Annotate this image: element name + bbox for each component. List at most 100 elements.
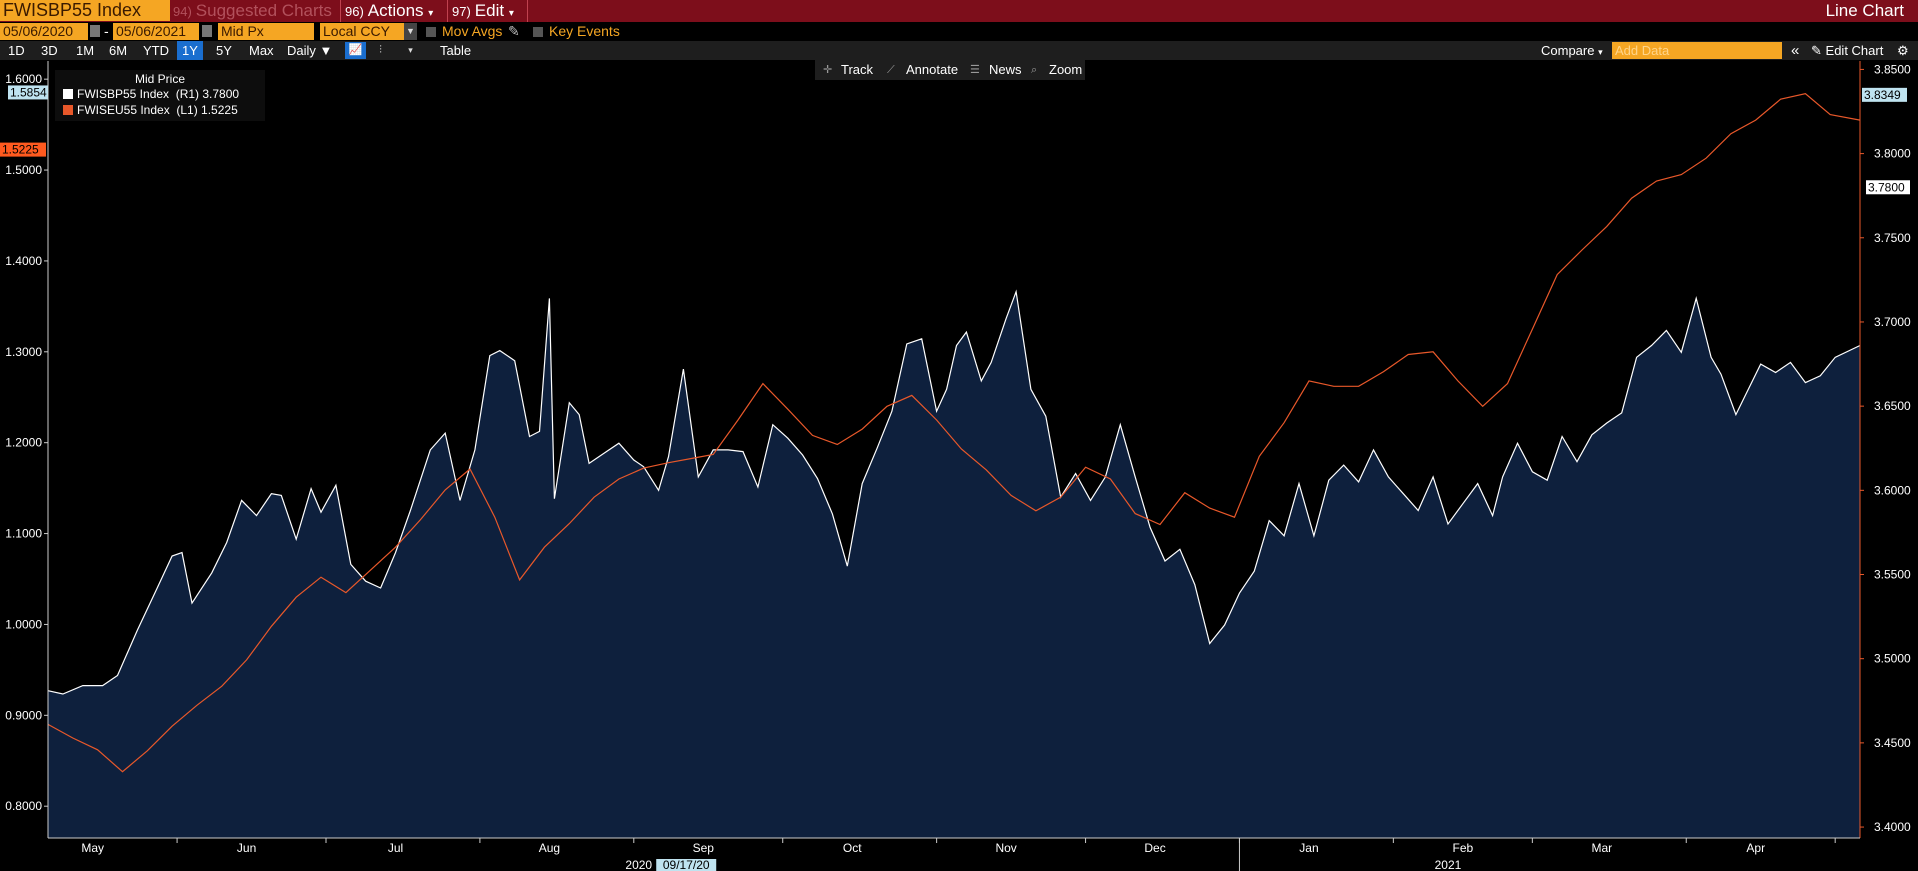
date-dash: - <box>104 23 109 39</box>
title-separator <box>527 0 528 22</box>
left-tick-label: 1.3000 <box>5 345 42 359</box>
chevron-down-icon: ▾ <box>508 8 514 19</box>
ticker-field[interactable]: FWISBP55 Index <box>0 0 170 21</box>
add-data-input[interactable]: Add Data <box>1612 42 1782 59</box>
month-label: Apr <box>1746 841 1765 855</box>
mov-avgs-label: Mov Avgs <box>442 23 503 39</box>
month-label: Jun <box>237 841 256 855</box>
range-ytd[interactable]: YTD <box>143 43 169 58</box>
news-icon: ☰ <box>970 64 980 76</box>
end-date-field[interactable]: 05/06/2021 <box>113 23 199 40</box>
currency-selector[interactable]: Local CCY <box>320 23 406 40</box>
range-6m[interactable]: 6M <box>109 43 128 58</box>
right-tick-label: 3.4000 <box>1874 820 1911 834</box>
fwisbp55-line[interactable] <box>47 289 1861 695</box>
year-label-2020: 2020 <box>625 858 652 871</box>
legend-swatch <box>63 89 73 99</box>
frequency-label: Daily <box>287 43 316 58</box>
key-events-checkbox[interactable] <box>533 27 543 37</box>
track-tool[interactable]: Track <box>841 62 874 77</box>
left-tick-label: 1.4000 <box>5 254 42 268</box>
right-tick-label: 3.5000 <box>1874 652 1911 666</box>
legend-label: FWISBP55 Index (R1) 3.7800 <box>77 87 240 101</box>
range-1d[interactable]: 1D <box>8 43 25 58</box>
start-date-field[interactable]: 05/06/2020 <box>0 23 88 40</box>
bar-style-icon[interactable]: ⫶ <box>379 44 382 56</box>
chevron-down-icon: ▼ <box>319 43 333 58</box>
edit-chart-button[interactable]: ✎ Edit Chart <box>1811 41 1883 60</box>
title-separator <box>340 0 341 22</box>
annotate-icon: ⟋ <box>887 64 895 76</box>
legend-swatch <box>63 105 73 115</box>
field-selector[interactable]: Mid Px <box>218 23 314 40</box>
actions-menu[interactable]: 96) Actions ▾ <box>345 0 433 22</box>
legend-item-fwiseu55[interactable]: FWISEU55 Index (L1) 1.5225 <box>63 103 238 118</box>
line-layer <box>47 93 1861 773</box>
suggested-charts-label: Suggested Charts <box>195 1 332 20</box>
edit-menu[interactable]: 97) Edit ▾ <box>452 0 514 22</box>
right-tick-label: 3.6500 <box>1874 399 1911 413</box>
chevron-down-icon[interactable]: ▾ <box>408 45 413 55</box>
actions-number: 96) <box>345 4 364 19</box>
month-label: May <box>81 841 104 855</box>
range-1y[interactable]: 1Y <box>177 41 203 60</box>
news-tool[interactable]: News <box>989 62 1022 77</box>
edit-chart-label: Edit Chart <box>1825 43 1884 58</box>
month-label: Nov <box>995 841 1016 855</box>
collapse-icon[interactable]: « <box>1791 42 1800 59</box>
chevron-down-icon[interactable]: ▼ <box>404 23 417 40</box>
compare-label: Compare <box>1541 43 1595 58</box>
table-button[interactable]: Table <box>440 43 472 58</box>
chevron-down-icon: ▾ <box>428 8 434 19</box>
suggested-charts-number: 94) <box>173 4 192 19</box>
right-tick-label: 3.8500 <box>1874 62 1911 76</box>
right-tick-label: 3.5500 <box>1874 568 1911 582</box>
left-tick-label: 0.8000 <box>5 799 42 813</box>
crosshair-date-bg <box>656 859 717 871</box>
legend-item-fwisbp55[interactable]: FWISBP55 Index (R1) 3.7800 <box>63 87 239 102</box>
chart-tools: ✛ Track ⟋ Annotate ☰ News ⌕ Zoom <box>815 60 1085 80</box>
mov-avgs-checkbox[interactable] <box>426 27 436 37</box>
area-layer <box>48 291 1860 838</box>
title-bar: FWISBP55 Index 94) Suggested Charts 96) Ac… <box>0 0 1918 22</box>
zoom-icon: ⌕ <box>1031 64 1038 76</box>
range-max[interactable]: Max <box>249 43 274 58</box>
left-current-value-tag-bg <box>0 142 46 157</box>
range-row: 1D 3D 1M 6M YTD 1Y 5Y Max Daily ▼ 📈 ⫶ ▾ … <box>0 41 1918 60</box>
fwisbp55-area <box>48 291 1860 838</box>
right-tick-label: 3.8000 <box>1874 147 1911 161</box>
left-tick-label: 1.6000 <box>5 72 42 86</box>
fwiseu55-line[interactable] <box>47 93 1861 773</box>
right-top-value-tag-bg <box>1862 87 1907 102</box>
gear-icon[interactable]: ⚙ <box>1897 43 1909 58</box>
left-current-value-tag: 1.5225 <box>2 143 39 157</box>
left-tick-label: 1.0000 <box>5 617 42 631</box>
month-label: Sep <box>693 841 715 855</box>
right-current-value-tag: 3.7800 <box>1868 180 1905 194</box>
settings-row: 05/06/2020 - 05/06/2021 Mid Px Local CCY… <box>0 22 1918 41</box>
frequency-selector[interactable]: Daily ▼ <box>287 41 332 60</box>
month-label: Jan <box>1299 841 1318 855</box>
right-top-value-tag: 3.8349 <box>1864 88 1901 102</box>
left-tick-label: 0.9000 <box>5 708 42 722</box>
range-5y[interactable]: 5Y <box>216 43 232 58</box>
range-3d[interactable]: 3D <box>41 43 58 58</box>
zoom-tool[interactable]: Zoom <box>1049 62 1083 77</box>
suggested-charts-menu[interactable]: 94) Suggested Charts <box>173 0 332 22</box>
left-tick-label: 1.1000 <box>5 527 42 541</box>
calendar-icon[interactable] <box>202 25 212 37</box>
month-label: Feb <box>1453 841 1474 855</box>
calendar-icon[interactable] <box>90 25 100 37</box>
left-tick-label: 1.2000 <box>5 436 42 450</box>
line-chart-icon[interactable]: 📈 <box>345 42 366 59</box>
compare-button[interactable]: Compare ▾ <box>1541 41 1603 60</box>
left-top-value-tag-bg <box>8 85 48 100</box>
range-1m[interactable]: 1M <box>76 43 95 58</box>
annotate-tool[interactable]: Annotate <box>906 62 959 77</box>
year-label-2021: 2021 <box>1435 858 1462 871</box>
chart-legend: Mid Price FWISBP55 Index (R1) 3.7800 FWI… <box>55 70 265 121</box>
pencil-icon[interactable]: ✎ <box>508 23 520 39</box>
chart-title: Mid Price <box>134 72 185 86</box>
actions-label: Actions <box>367 1 424 20</box>
